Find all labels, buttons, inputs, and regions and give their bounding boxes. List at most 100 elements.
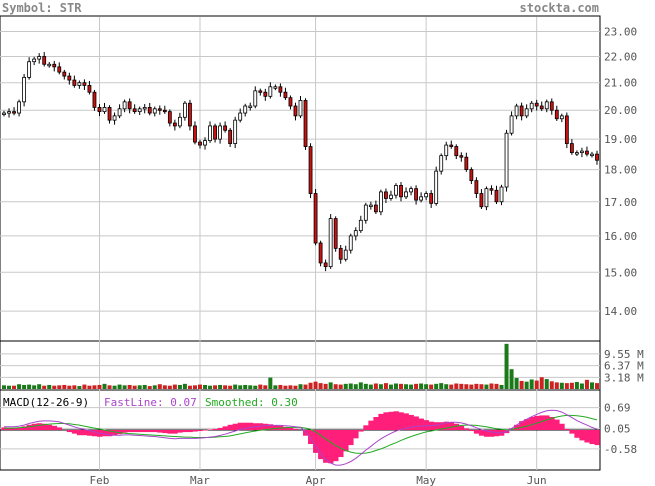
macd-histogram-bar	[448, 422, 455, 430]
candle-body	[263, 91, 268, 97]
volume-bar	[298, 384, 303, 389]
macd-histogram-bar	[172, 430, 178, 434]
candle-body	[102, 107, 107, 113]
volume-bar	[273, 385, 278, 389]
candle-body	[82, 82, 87, 86]
candle-body	[42, 56, 47, 65]
macd-histogram-bar	[539, 415, 545, 430]
volume-tick-label: 3.18 M	[604, 371, 644, 384]
candle-body	[424, 193, 429, 198]
macd-histogram-bar	[257, 423, 264, 430]
macd-histogram-bar	[287, 427, 294, 430]
volume-bar	[137, 385, 142, 389]
volume-bar	[72, 385, 77, 389]
macd-histogram-bar	[584, 430, 590, 443]
volume-bar	[2, 385, 6, 389]
candle-body	[142, 107, 147, 110]
macd-histogram-bar	[71, 430, 78, 434]
volume-bar	[414, 383, 419, 389]
candle-body	[198, 141, 202, 146]
candle-body	[147, 107, 152, 114]
macd-histogram-bar	[318, 430, 324, 460]
volume-bar	[228, 385, 233, 389]
candle-body	[459, 155, 464, 158]
candle-body	[595, 153, 599, 161]
candle-body	[52, 63, 57, 68]
price-tick-label: 18.00	[604, 164, 637, 177]
macd-histogram-bar	[373, 417, 379, 430]
candle-body	[338, 247, 343, 260]
volume-bar	[42, 385, 47, 389]
volume-bar	[323, 383, 328, 389]
candle-body	[333, 218, 338, 249]
candle-body	[278, 86, 283, 93]
volume-bar	[258, 384, 263, 389]
macd-histogram-bar	[107, 430, 113, 437]
volume-bar	[62, 384, 67, 389]
candle-body	[92, 91, 97, 108]
volume-bar	[107, 385, 112, 389]
macd-histogram-bar	[292, 428, 299, 430]
volume-bar	[177, 384, 182, 389]
macd-histogram-bar	[458, 425, 465, 430]
candle-body	[343, 249, 348, 260]
candle-body	[87, 85, 92, 93]
smoothed-label: Smoothed: 0.30	[205, 396, 298, 409]
volume-bar	[393, 383, 398, 389]
volume-bar	[223, 385, 228, 389]
volume-bar	[353, 384, 358, 389]
candle-body	[228, 129, 233, 144]
volume-bar	[328, 382, 333, 389]
volume-bar	[238, 385, 243, 389]
macd-histogram-bar	[519, 421, 525, 430]
macd-histogram-bar	[343, 430, 349, 452]
macd-histogram-bar	[529, 417, 535, 430]
candle-body	[384, 191, 388, 199]
volume-bar	[308, 382, 313, 389]
volume-bar	[574, 382, 579, 389]
macd-histogram-bar	[237, 422, 244, 430]
candle-body	[12, 111, 16, 114]
candle-body	[2, 112, 6, 115]
candle-body	[47, 63, 52, 67]
volume-bar	[509, 369, 514, 389]
volume-bar	[293, 385, 298, 389]
volume-bar	[529, 379, 534, 389]
macd-histogram-bar	[338, 430, 344, 458]
macd-histogram-bar	[554, 419, 560, 430]
x-tick-label: Feb	[90, 474, 110, 486]
macd-histogram-bar	[323, 430, 329, 463]
volume-bar	[278, 384, 283, 389]
candle-body	[258, 90, 263, 93]
macd-histogram-bar	[478, 430, 485, 436]
candle-body	[172, 122, 177, 127]
macd-histogram-bar	[16, 427, 22, 430]
volume-bar	[584, 379, 589, 389]
candle-body	[519, 105, 524, 117]
macd-histogram-bar	[112, 430, 118, 436]
volume-bar	[102, 383, 107, 389]
macd-histogram-bar	[313, 430, 319, 453]
volume-bar	[233, 384, 238, 389]
volume-bar	[579, 383, 584, 389]
macd-tick-label: 0.05	[604, 422, 631, 435]
volume-bar	[549, 381, 554, 389]
candle-body	[77, 82, 82, 86]
macd-histogram-bar	[423, 420, 429, 430]
volume-bar	[27, 384, 32, 389]
volume-bar	[524, 381, 529, 389]
macd-histogram-bar	[493, 430, 500, 437]
volume-bar	[333, 384, 338, 389]
macd-histogram-bar	[41, 423, 48, 430]
volume-bar	[399, 383, 404, 389]
macd-histogram-bar	[122, 430, 128, 433]
volume-bar	[147, 386, 152, 389]
candle-body	[529, 102, 534, 110]
volume-bar	[203, 384, 208, 389]
macd-histogram-bar	[21, 426, 27, 430]
volume-bar	[348, 383, 353, 389]
volume-bar	[479, 384, 484, 389]
macd-histogram-bar	[187, 430, 193, 433]
candle-body	[353, 230, 358, 237]
